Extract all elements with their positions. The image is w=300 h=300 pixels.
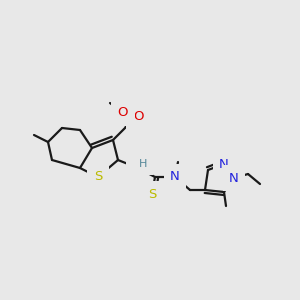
Text: O: O <box>133 110 143 124</box>
Text: N: N <box>229 172 239 184</box>
Text: O: O <box>118 106 128 119</box>
Text: S: S <box>94 170 102 184</box>
Text: N: N <box>132 164 142 178</box>
Text: N: N <box>219 158 229 170</box>
Text: S: S <box>148 188 156 200</box>
Text: N: N <box>170 170 180 184</box>
Text: H: H <box>139 159 147 169</box>
